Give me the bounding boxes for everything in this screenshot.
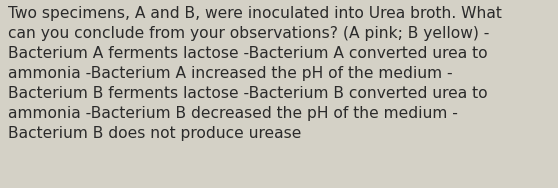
Text: Two specimens, A and B, were inoculated into Urea broth. What
can you conclude f: Two specimens, A and B, were inoculated … [8,6,502,141]
